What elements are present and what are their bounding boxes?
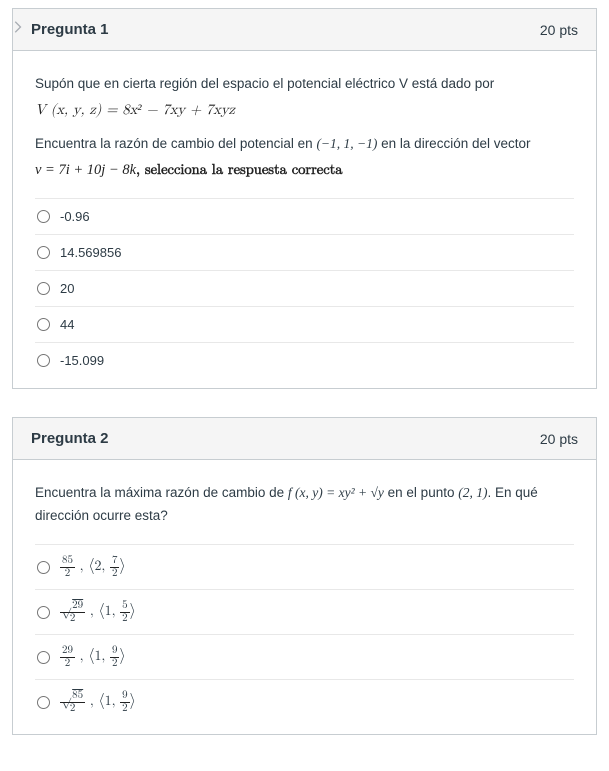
formula: V (x, y, z) = 8x² − 7xy + 7xyz xyxy=(35,98,574,123)
prompt-line: en el punto xyxy=(384,485,458,500)
answer-option[interactable]: 20 xyxy=(35,270,574,306)
answer-option[interactable]: 44 xyxy=(35,306,574,342)
question-card-2: Pregunta 2 20 pts Encuentra la máxima ra… xyxy=(12,417,597,735)
question-card-1: Pregunta 1 20 pts Supón que en cierta re… xyxy=(12,8,597,389)
answer-label: 44 xyxy=(60,317,74,332)
answer-label: 14.569856 xyxy=(60,245,121,260)
question-header: Pregunta 1 20 pts xyxy=(13,9,596,51)
question-points: 20 pts xyxy=(540,431,578,447)
answer-label: -15.099 xyxy=(60,353,104,368)
prompt-line: Encuentra la máxima razón de cambio de xyxy=(35,485,288,500)
formula: v = 7i + 10j − 8k, selecciona la respues… xyxy=(35,158,574,183)
radio-input[interactable] xyxy=(37,246,50,259)
radio-input[interactable] xyxy=(37,282,50,295)
prev-question-icon xyxy=(10,20,24,34)
question-body: Supón que en cierta región del espacio e… xyxy=(13,51,596,388)
answer-option[interactable]: -15.099 xyxy=(35,342,574,378)
math-func: f (x, y) = xy² + √y xyxy=(288,485,384,500)
question-title: Pregunta 1 xyxy=(31,21,109,38)
answer-option[interactable]: √292 , ⟨1, 52⟩ xyxy=(35,589,574,634)
answer-option[interactable]: 14.569856 xyxy=(35,234,574,270)
radio-input[interactable] xyxy=(37,210,50,223)
math-point: (2, 1) xyxy=(458,485,487,500)
answer-list: 852 , ⟨2, 72⟩ √292 , ⟨1, 52⟩ 292 , ⟨1, 9… xyxy=(35,544,574,724)
answer-label: -0.96 xyxy=(60,209,90,224)
answer-option[interactable]: 852 , ⟨2, 72⟩ xyxy=(35,544,574,589)
question-text: Encuentra la máxima razón de cambio de f… xyxy=(35,482,574,528)
question-body: Encuentra la máxima razón de cambio de f… xyxy=(13,460,596,734)
vector: v = 7i + 10j − 8k xyxy=(35,162,136,178)
math-point: (−1, 1, −1) xyxy=(316,136,377,151)
radio-input[interactable] xyxy=(37,696,50,709)
question-points: 20 pts xyxy=(540,22,578,38)
question-text: Supón que en cierta región del espacio e… xyxy=(35,73,574,182)
answer-option[interactable]: √852 , ⟨1, 92⟩ xyxy=(35,679,574,724)
question-title: Pregunta 2 xyxy=(31,430,109,447)
radio-input[interactable] xyxy=(37,354,50,367)
answer-label: 852 , ⟨2, 72⟩ xyxy=(60,555,126,579)
radio-input[interactable] xyxy=(37,651,50,664)
answer-label: 292 , ⟨1, 92⟩ xyxy=(60,645,126,669)
answer-label: √292 , ⟨1, 52⟩ xyxy=(60,600,136,624)
radio-input[interactable] xyxy=(37,318,50,331)
answer-option[interactable]: -0.96 xyxy=(35,198,574,234)
radio-input[interactable] xyxy=(37,561,50,574)
radio-input[interactable] xyxy=(37,606,50,619)
prompt-line: en la dirección del vector xyxy=(377,136,530,151)
answer-list: -0.96 14.569856 20 44 -15.099 xyxy=(35,198,574,378)
prompt-bold: , selecciona la respuesta correcta xyxy=(136,162,342,177)
answer-option[interactable]: 292 , ⟨1, 92⟩ xyxy=(35,634,574,679)
answer-label: 20 xyxy=(60,281,74,296)
question-header: Pregunta 2 20 pts xyxy=(13,418,596,460)
answer-label: √852 , ⟨1, 92⟩ xyxy=(60,690,136,714)
prompt-line: Supón que en cierta región del espacio e… xyxy=(35,76,494,91)
prompt-line: Encuentra la razón de cambio del potenci… xyxy=(35,136,316,151)
